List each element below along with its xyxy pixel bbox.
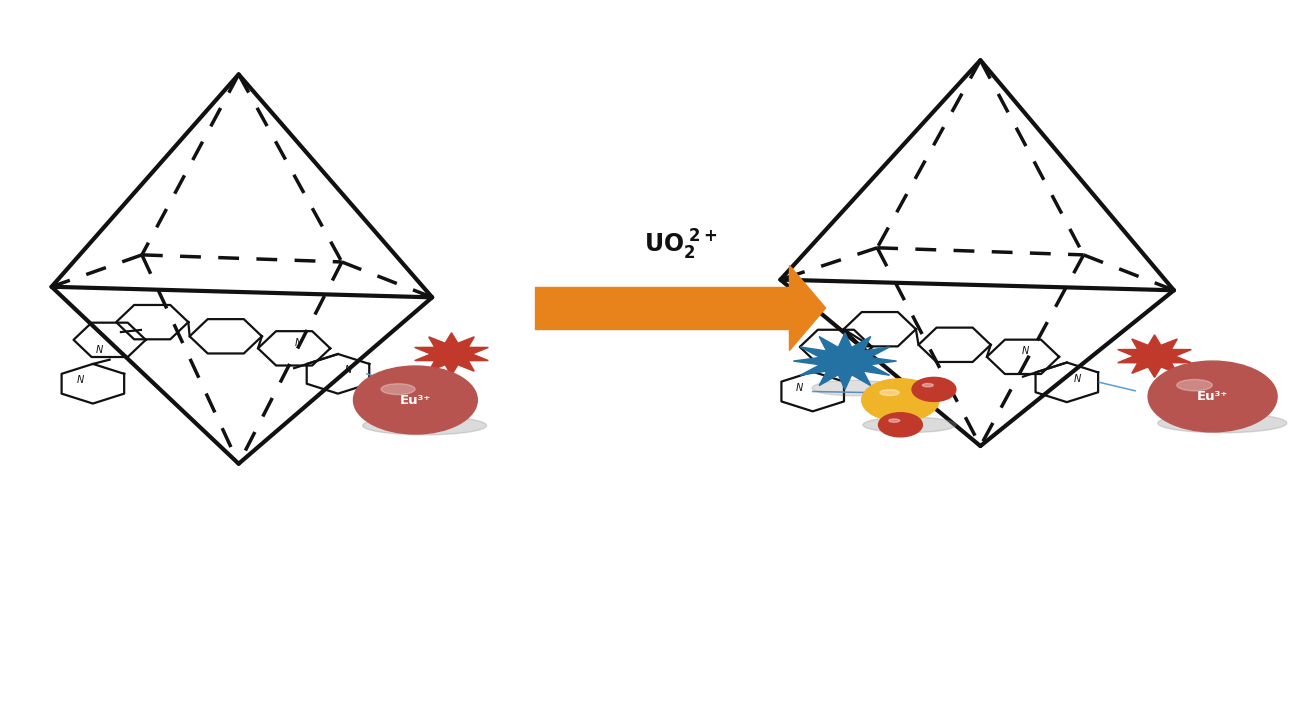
Text: N: N [822,353,829,362]
Text: $\mathbf{UO_2^{\ 2+}}$: $\mathbf{UO_2^{\ 2+}}$ [644,228,717,262]
Text: N: N [796,383,804,393]
Text: Eu³⁺: Eu³⁺ [1197,390,1228,403]
Bar [535,287,789,329]
Polygon shape [1117,335,1192,377]
Ellipse shape [1176,379,1213,391]
Text: Eu³⁺: Eu³⁺ [400,394,431,406]
Circle shape [912,377,956,401]
Circle shape [1148,361,1277,432]
Ellipse shape [813,380,895,396]
Ellipse shape [863,417,956,433]
Ellipse shape [1157,413,1286,433]
Circle shape [878,413,922,437]
Text: N: N [76,375,84,385]
Text: N: N [344,365,352,375]
Text: N: N [1022,346,1029,356]
Text: N: N [294,338,302,348]
Ellipse shape [381,384,415,394]
Ellipse shape [880,389,899,396]
Ellipse shape [922,384,933,387]
Ellipse shape [889,419,899,422]
Polygon shape [414,333,489,375]
Text: N: N [1073,374,1081,384]
Text: N: N [95,346,103,355]
Circle shape [862,379,939,421]
Polygon shape [793,333,897,389]
Ellipse shape [362,416,486,435]
Circle shape [353,366,477,434]
Polygon shape [789,266,826,350]
